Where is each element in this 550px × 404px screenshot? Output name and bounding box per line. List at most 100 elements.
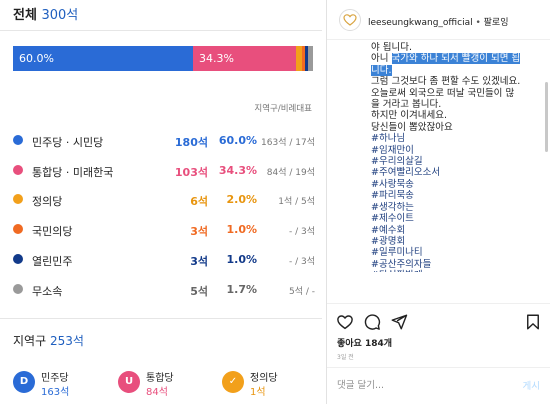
caption-text: #우리의살길 xyxy=(371,156,423,168)
bar-segment xyxy=(295,46,302,71)
party-seats: 180석 xyxy=(174,136,208,149)
comment-icon[interactable] xyxy=(363,313,381,331)
caption-text: 아니 xyxy=(371,53,392,65)
caption-scrollbar[interactable] xyxy=(545,44,548,272)
post-author: leeseungkwang_official • 팔로잉 xyxy=(368,15,508,28)
party-row: 무소속 5석 1.7% 5석 / - xyxy=(13,283,315,298)
caption-text: 을 거라고 봅니다. xyxy=(371,99,442,111)
bar-segment xyxy=(307,46,313,71)
hashtag-link[interactable]: #공산주의자들 xyxy=(371,259,541,270)
bar-segment: 60.0% xyxy=(13,46,193,71)
party-color-dot xyxy=(13,165,23,175)
party-seat-split: 1석 / 5석 xyxy=(278,197,315,207)
hashtag-link[interactable]: #하나님 xyxy=(371,133,541,144)
district-label: 지역구 xyxy=(13,334,47,348)
total-seats-count: 300석 xyxy=(41,8,79,23)
party-percent: 1.0% xyxy=(226,223,257,236)
avatar[interactable] xyxy=(339,9,361,31)
hashtag-link[interactable]: #제수이트 xyxy=(371,213,541,224)
party-seat-split: 5석 / - xyxy=(288,287,315,297)
caption-line: 하지만 이겨내세요. xyxy=(371,110,541,121)
caption-text: #생각하는 xyxy=(371,201,414,213)
caption-text: 그럼 그것보다 좀 편할 수도 있겠네요. xyxy=(371,76,521,88)
instagram-post: leeseungkwang_official • 팔로잉 야 됩니다. 아니 국가… xyxy=(326,0,550,404)
party-seats: 103석 xyxy=(174,166,208,179)
hashtag-link[interactable]: #광명회 xyxy=(371,236,541,247)
district-seats-count: 253석 xyxy=(49,334,84,348)
hashtag-link[interactable]: #주여빨리오소서 xyxy=(371,167,541,178)
party-seat-split: - / 3석 xyxy=(288,257,315,267)
hashtag-link[interactable]: #다심판받게 xyxy=(371,270,541,272)
bar-segment xyxy=(301,46,305,71)
post-header: leeseungkwang_official • 팔로잉 xyxy=(327,0,550,40)
like-count[interactable]: 좋아요 184개 xyxy=(337,339,393,349)
caption-text: #예수회 xyxy=(371,224,406,236)
selected-text: 니다. xyxy=(371,64,392,76)
party-row: 정의당 6석 2.0% 1석 / 5석 xyxy=(13,193,315,208)
party-seat-split: 163석 / 17석 xyxy=(261,138,315,148)
hashtag-link[interactable]: #예수회 xyxy=(371,225,541,236)
hashtag-link[interactable]: #임재만이 xyxy=(371,145,541,156)
caption-text: #하나님 xyxy=(371,133,406,145)
party-color-dot xyxy=(13,135,23,145)
caption-text: 하지만 이겨내세요. xyxy=(371,110,447,122)
post-time: 3일 전 xyxy=(337,354,354,361)
divider xyxy=(327,367,550,368)
party-name: 정의당 xyxy=(32,195,63,208)
heart-icon[interactable] xyxy=(336,313,354,331)
district-party-seats: 84석 xyxy=(146,387,168,398)
heart-logo-icon xyxy=(343,14,357,26)
party-name: 국민의당 xyxy=(32,225,73,238)
district-party-name: 정의당 xyxy=(250,373,278,384)
caption-text: #공산주의자들 xyxy=(371,258,432,270)
hashtag-link[interactable]: #우리의살길 xyxy=(371,156,541,167)
username-link[interactable]: leeseungkwang_official xyxy=(368,18,473,28)
caption-text: #일루미나티 xyxy=(371,247,423,259)
party-seats: 3석 xyxy=(190,255,208,268)
district-proportional-note: 지역구/비례대표 xyxy=(254,104,312,114)
hashtag-link[interactable]: #사랑묵송 xyxy=(371,179,541,190)
district-heading: 지역구 253석 xyxy=(13,332,84,349)
party-logo-icon: ✓ xyxy=(222,371,244,393)
divider xyxy=(0,30,322,31)
bar-segment xyxy=(304,46,308,71)
district-party-seats: 163석 xyxy=(41,387,70,398)
party-color-dot xyxy=(13,224,23,234)
caption-text: #임재만이 xyxy=(371,144,414,156)
district-party-name: 통합당 xyxy=(146,373,174,384)
party-row: 열린민주 3석 1.0% - / 3석 xyxy=(13,253,315,268)
caption-line: 니다. xyxy=(371,64,541,76)
party-logo-icon: D xyxy=(13,371,35,393)
bookmark-icon[interactable] xyxy=(524,313,542,331)
post-comment-button[interactable]: 게시 xyxy=(523,378,540,392)
party-percent: 1.7% xyxy=(226,283,257,296)
divider xyxy=(327,303,550,304)
district-party-seats: 1석 xyxy=(250,387,266,398)
caption-text: 오늘로써 외국으로 떠날 국민들이 많 xyxy=(371,87,515,99)
bar-segment: 34.3% xyxy=(193,46,296,71)
caption-text: 당신들이 뽑았잖아요 xyxy=(371,121,453,133)
hashtag-link[interactable]: #일루미나티 xyxy=(371,247,541,258)
party-seats: 3석 xyxy=(190,225,208,238)
hashtag-link[interactable]: #파리묵송 xyxy=(371,190,541,201)
party-name: 통합당 · 미래한국 xyxy=(32,166,114,179)
seat-share-bar: 60.0% 34.3% xyxy=(13,46,313,71)
scrollbar-thumb[interactable] xyxy=(545,82,548,152)
party-seats: 5석 xyxy=(190,285,208,298)
election-results-panel: 전체 300석 60.0% 34.3% 지역구/비례대표 민주당 · 시민당 180… xyxy=(0,8,322,398)
party-row: 국민의당 3석 1.0% - / 3석 xyxy=(13,223,315,238)
divider xyxy=(0,318,322,319)
hashtag-link[interactable]: #생각하는 xyxy=(371,202,541,213)
separator: • xyxy=(472,18,484,28)
party-percent: 34.3% xyxy=(218,164,257,177)
party-percent: 60.0% xyxy=(218,134,257,147)
caption-text: 야 됩니다. xyxy=(371,42,412,53)
following-button[interactable]: 팔로잉 xyxy=(483,18,509,28)
total-label: 전체 xyxy=(13,8,37,23)
comment-input[interactable] xyxy=(337,378,487,392)
caption-line: 야 됩니다. xyxy=(371,42,541,53)
share-icon[interactable] xyxy=(390,313,408,331)
party-name: 민주당 · 시민당 xyxy=(32,136,104,149)
caption-text: #광명회 xyxy=(371,235,406,247)
caption-text: #주여빨리오소서 xyxy=(371,167,441,179)
